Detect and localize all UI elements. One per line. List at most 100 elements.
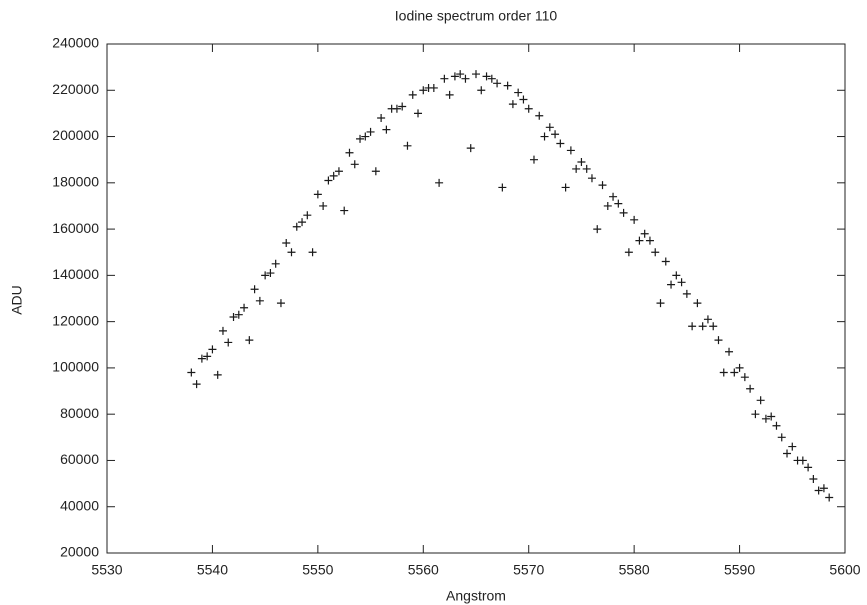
point	[282, 238, 291, 247]
point	[292, 222, 301, 231]
point	[361, 132, 370, 141]
point	[187, 368, 196, 377]
point	[371, 167, 380, 176]
x-tick-label: 5550	[302, 562, 333, 578]
y-tick-label: 240000	[52, 35, 99, 51]
point	[825, 493, 834, 502]
chart-title: Iodine spectrum order 110	[395, 8, 558, 24]
point	[545, 123, 554, 132]
y-tick-label: 40000	[60, 497, 99, 513]
point	[598, 181, 607, 190]
point	[435, 178, 444, 187]
point	[340, 206, 349, 215]
point	[682, 289, 691, 298]
point	[403, 141, 412, 150]
point	[419, 86, 428, 95]
x-tick-label: 5580	[619, 562, 650, 578]
y-tick-label: 120000	[52, 312, 99, 328]
point	[619, 208, 628, 217]
point	[398, 102, 407, 111]
point	[487, 74, 496, 83]
point	[303, 211, 312, 220]
y-tick-label: 220000	[52, 81, 99, 97]
point	[498, 183, 507, 192]
point	[814, 486, 823, 495]
point	[572, 164, 581, 173]
point	[804, 463, 813, 472]
y-tick-label: 100000	[52, 359, 99, 375]
x-tick-label: 5560	[408, 562, 439, 578]
point	[788, 442, 797, 451]
point	[819, 484, 828, 493]
point	[466, 144, 475, 153]
point	[266, 269, 275, 278]
point	[656, 299, 665, 308]
y-tick-label: 180000	[52, 174, 99, 190]
point	[213, 370, 222, 379]
point	[245, 336, 254, 345]
point	[366, 127, 375, 136]
point	[582, 164, 591, 173]
point	[240, 303, 249, 312]
point	[725, 347, 734, 356]
point	[751, 410, 760, 419]
point	[493, 79, 502, 88]
plot-frame	[106, 43, 846, 554]
point	[677, 278, 686, 287]
point	[740, 373, 749, 382]
point	[377, 114, 386, 123]
point	[250, 285, 259, 294]
point	[566, 146, 575, 155]
point	[261, 271, 270, 280]
point	[350, 160, 359, 169]
point	[503, 81, 512, 90]
point	[461, 74, 470, 83]
point	[709, 322, 718, 331]
x-tick-label: 5530	[91, 562, 122, 578]
point	[382, 125, 391, 134]
point	[540, 132, 549, 141]
point	[408, 90, 417, 99]
y-tick-label: 160000	[52, 220, 99, 236]
y-tick-label: 60000	[60, 451, 99, 467]
point	[276, 299, 285, 308]
point	[456, 70, 465, 79]
point	[767, 412, 776, 421]
point	[329, 171, 338, 180]
point	[761, 414, 770, 423]
point	[798, 456, 807, 465]
point	[477, 86, 486, 95]
point	[472, 70, 480, 79]
x-tick-label: 5540	[197, 562, 228, 578]
x-axis-label: Angstrom	[446, 588, 506, 604]
point	[535, 111, 544, 120]
point	[651, 248, 660, 257]
point	[392, 104, 401, 113]
point	[640, 229, 649, 238]
y-axis-label: ADU	[9, 285, 25, 315]
point	[551, 130, 560, 139]
point	[730, 368, 739, 377]
point	[630, 215, 639, 224]
point	[356, 134, 365, 143]
point	[783, 449, 792, 458]
point	[809, 474, 818, 483]
y-tick-label: 200000	[52, 127, 99, 143]
point	[234, 310, 243, 319]
point	[587, 174, 596, 183]
point	[593, 225, 602, 234]
point	[192, 380, 201, 389]
point	[255, 296, 264, 305]
point	[529, 155, 538, 164]
point	[287, 248, 296, 257]
point	[224, 338, 233, 347]
point	[414, 109, 423, 118]
point	[450, 72, 459, 81]
point	[429, 83, 438, 92]
point	[308, 248, 317, 257]
point	[635, 236, 644, 245]
point	[334, 167, 343, 176]
point	[756, 396, 765, 405]
point	[714, 336, 723, 345]
